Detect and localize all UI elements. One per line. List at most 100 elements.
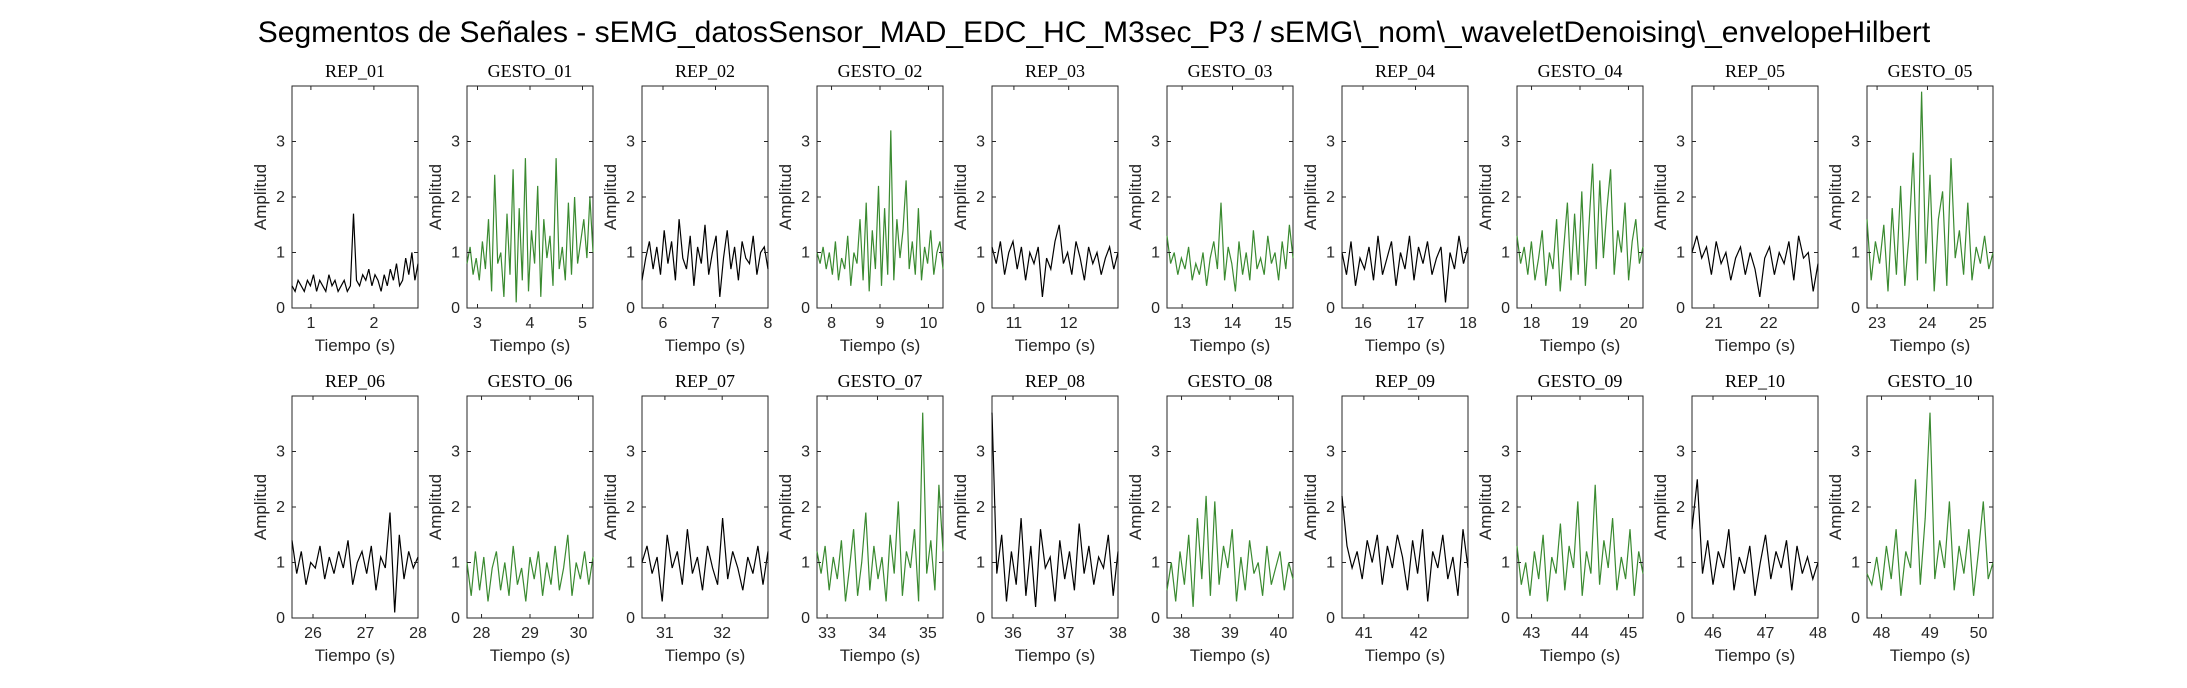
y-tick-label: 2	[626, 189, 635, 206]
y-tick-label: 3	[1151, 134, 1160, 151]
x-axis-label: Tiempo (s)	[490, 646, 571, 665]
y-axis-label: Amplitud	[1826, 164, 1845, 230]
x-tick-label: 36	[1004, 625, 1022, 642]
y-tick-label: 2	[976, 189, 985, 206]
x-tick-label: 2	[369, 315, 378, 332]
x-tick-label: 29	[521, 625, 539, 642]
plot-area	[816, 395, 944, 619]
plot-area	[641, 85, 769, 309]
series-line	[466, 534, 594, 602]
x-tick-label: 40	[1270, 625, 1288, 642]
y-tick-label: 0	[1676, 300, 1685, 317]
x-tick-label: 14	[1224, 315, 1242, 332]
x-axis-label: Tiempo (s)	[665, 646, 746, 665]
series-line	[1341, 235, 1469, 303]
series-line	[816, 412, 944, 602]
series-line	[1691, 479, 1819, 596]
y-tick-label: 1	[626, 245, 635, 262]
y-tick-label: 1	[276, 555, 285, 572]
y-tick-label: 1	[276, 245, 285, 262]
y-tick-label: 1	[801, 555, 810, 572]
y-tick-label: 3	[1326, 134, 1335, 151]
x-axis-label: Tiempo (s)	[840, 336, 921, 355]
y-tick-label: 3	[1676, 444, 1685, 461]
y-tick-label: 3	[801, 444, 810, 461]
x-tick-label: 44	[1571, 625, 1589, 642]
x-tick-label: 34	[869, 625, 887, 642]
series-line	[641, 219, 769, 297]
y-tick-label: 2	[451, 499, 460, 516]
x-tick-label: 12	[1060, 315, 1078, 332]
series-line	[991, 412, 1119, 607]
plot-area	[291, 85, 419, 309]
series-line	[1516, 484, 1644, 602]
subplot-title: GESTO_02	[838, 61, 923, 81]
subplot-rep-04: 0 1 2 3 16 17 18 REP_04 Tiempo (s) Amplitud	[1301, 61, 1477, 355]
series-line	[1866, 91, 1994, 292]
y-tick-label: 3	[1676, 134, 1685, 151]
y-tick-label: 3	[801, 134, 810, 151]
x-tick-label: 46	[1704, 625, 1722, 642]
subplot-rep-01: 0 1 2 3 1 2 REP_01 Tiempo (s) Amplitud	[251, 61, 419, 355]
y-tick-label: 1	[1151, 555, 1160, 572]
x-tick-label: 6	[659, 315, 668, 332]
y-tick-label: 3	[1501, 444, 1510, 461]
x-tick-label: 3	[473, 315, 482, 332]
subplot-title: GESTO_10	[1888, 371, 1973, 391]
y-tick-label: 0	[801, 300, 810, 317]
y-tick-label: 2	[1326, 499, 1335, 516]
x-axis-label: Tiempo (s)	[1365, 336, 1446, 355]
y-tick-label: 3	[976, 444, 985, 461]
y-tick-label: 0	[626, 610, 635, 627]
y-axis-label: Amplitud	[1301, 474, 1320, 540]
subplot-title: GESTO_09	[1538, 371, 1623, 391]
y-axis-label: Amplitud	[1651, 474, 1670, 540]
x-tick-label: 30	[570, 625, 588, 642]
x-tick-label: 31	[656, 625, 674, 642]
x-tick-label: 28	[409, 625, 427, 642]
x-tick-label: 7	[711, 315, 720, 332]
y-tick-label: 1	[1151, 245, 1160, 262]
x-tick-label: 25	[1969, 315, 1987, 332]
subplot-title: GESTO_06	[488, 371, 573, 391]
y-axis-label: Amplitud	[1301, 164, 1320, 230]
y-tick-label: 0	[1151, 610, 1160, 627]
series-line	[291, 512, 419, 613]
x-tick-label: 16	[1354, 315, 1372, 332]
subplot-gesto-10: 0 1 2 3 48 49 50 GESTO_10 Tiempo (s) Amplitud	[1826, 371, 1994, 665]
x-axis-label: Tiempo (s)	[1015, 646, 1096, 665]
x-tick-label: 37	[1057, 625, 1075, 642]
x-tick-label: 35	[919, 625, 937, 642]
x-axis-label: Tiempo (s)	[1015, 336, 1096, 355]
y-tick-label: 0	[1851, 300, 1860, 317]
x-axis-label: Tiempo (s)	[665, 336, 746, 355]
y-tick-label: 2	[626, 499, 635, 516]
y-axis-label: Amplitud	[1826, 474, 1845, 540]
subplot-title: REP_10	[1725, 371, 1785, 391]
y-axis-label: Amplitud	[1476, 474, 1495, 540]
figure-title: Segmentos de Señales - sEMG_datosSensor_…	[258, 16, 1931, 49]
subplot-title: REP_04	[1375, 61, 1435, 81]
y-axis-label: Amplitud	[601, 474, 620, 540]
y-tick-label: 2	[1851, 499, 1860, 516]
y-tick-label: 3	[1501, 134, 1510, 151]
y-tick-label: 1	[976, 555, 985, 572]
subplot-title: GESTO_08	[1188, 371, 1273, 391]
y-tick-label: 3	[451, 444, 460, 461]
subplot-title: REP_07	[675, 371, 735, 391]
subplot-title: GESTO_03	[1188, 61, 1273, 81]
x-tick-label: 10	[920, 315, 938, 332]
y-tick-label: 1	[626, 555, 635, 572]
x-tick-label: 49	[1921, 625, 1939, 642]
subplot-gesto-02: 0 1 2 3 8 9 10 GESTO_02 Tiempo (s) Amplitud	[776, 61, 944, 355]
y-tick-label: 3	[276, 134, 285, 151]
y-tick-label: 2	[976, 499, 985, 516]
series-line	[1341, 495, 1469, 602]
subplot-gesto-09: 0 1 2 3 43 44 45 GESTO_09 Tiempo (s) Amplitud	[1476, 371, 1644, 665]
x-tick-label: 28	[473, 625, 491, 642]
